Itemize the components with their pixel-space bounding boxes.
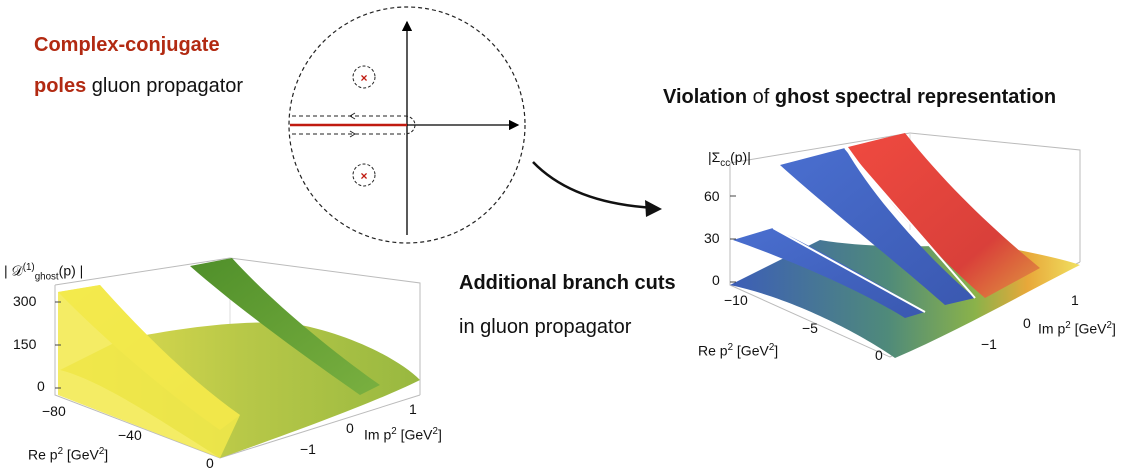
ghost-im-axis-label: Im p2 [GeV2] — [1038, 320, 1116, 337]
caption-in-gluon-propagator: in gluon propagator — [459, 316, 632, 338]
ghost-retick-neg5: −5 — [802, 320, 818, 336]
gluon-zlabel: | 𝒟(1)ghost(p) | — [4, 262, 84, 283]
ghost-blue-sheet — [780, 148, 975, 305]
caption-poles-word: poles — [34, 75, 87, 97]
gluon-green-sheet — [190, 258, 380, 395]
gluon-ztick-150: 150 — [13, 336, 37, 352]
ghost-imtick-neg1: −1 — [981, 336, 997, 352]
ghost-red-sheet — [848, 133, 1040, 298]
ghost-ztick-30: 30 — [704, 230, 720, 246]
pole-upper-contour — [352, 65, 376, 89]
gluon-re-axis-label: Re p2 [GeV2] — [28, 446, 109, 463]
ghost-imtick-1: 1 — [1071, 292, 1079, 308]
ghost-blue-wing-low — [733, 228, 925, 318]
ghost-re-axis-label: Re p2 [GeV2] — [698, 342, 779, 359]
gluon-imtick-1: 1 — [409, 401, 417, 417]
gluon-retick-0: 0 — [206, 455, 214, 471]
pole-upper-icon: × — [360, 71, 367, 85]
caption-violation-line: Violation of ghost spectral representati… — [663, 86, 1056, 109]
gluon-imtick-0: 0 — [346, 420, 354, 436]
gluon-ztick-300: 300 — [13, 293, 37, 309]
ghost-retick-neg10: −10 — [724, 292, 748, 308]
pole-lower-contour — [352, 163, 376, 187]
ghost-zlabel: |Σcc(p)| — [708, 149, 751, 169]
caption-of-word: of — [747, 86, 775, 108]
ghost-ztick-0: 0 — [712, 272, 720, 288]
pole-lower-icon: × — [360, 169, 367, 183]
caption-violation-word: Violation — [663, 86, 748, 108]
caption-gluon-propagator: gluon propagator — [86, 75, 244, 97]
ghost-ztick-60: 60 — [704, 188, 720, 204]
caption-ghost-spectral: ghost spectral representation — [774, 86, 1057, 108]
gluon-im-axis-label: Im p2 [GeV2] — [364, 426, 442, 443]
curved-arrow — [532, 161, 656, 210]
gluon-ztick-0: 0 — [37, 378, 45, 394]
gluon-retick-neg80: −80 — [42, 403, 66, 419]
ghost-retick-0: 0 — [875, 347, 883, 363]
caption-additional-branch-cuts: Additional branch cuts — [459, 272, 676, 294]
gluon-retick-neg40: −40 — [118, 427, 142, 443]
gluon-imtick-neg1: −1 — [300, 441, 316, 457]
caption-complex-conjugate: Complex-conjugate — [34, 34, 220, 56]
caption-poles-line: poles gluon propagator — [34, 75, 243, 98]
curved-arrow-head — [645, 200, 662, 217]
ghost-imtick-0: 0 — [1023, 315, 1031, 331]
contour-circle — [288, 6, 526, 244]
